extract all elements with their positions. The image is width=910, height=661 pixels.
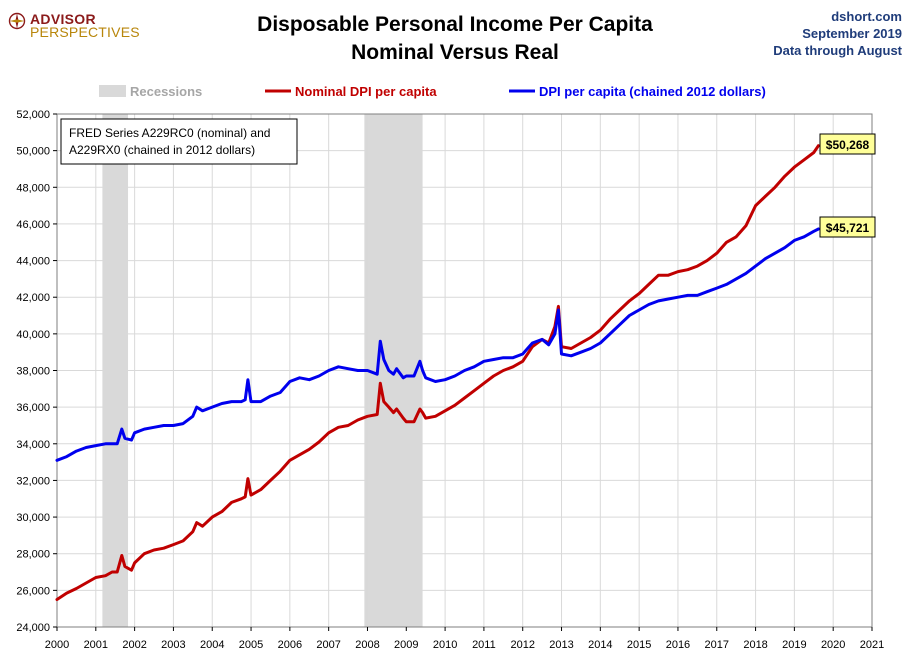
source-site: dshort.com (831, 9, 902, 24)
chart-title-line1: Disposable Personal Income Per Capita (257, 13, 653, 36)
y-tick-label: 46,000 (16, 219, 50, 231)
x-tick-label: 2019 (782, 639, 806, 651)
logo-text-advisor: ADVISOR (30, 11, 96, 27)
x-tick-label: 2010 (433, 639, 457, 651)
chart-title-line2: Nominal Versus Real (351, 41, 559, 64)
end-label-real-text: $45,721 (826, 221, 870, 235)
x-axis-ticks: 2000 2001 2002 2003 2004 2005 2006 2007 2008 2009… (45, 627, 884, 651)
y-tick-label: 50,000 (16, 146, 50, 158)
legend-real-label: DPI per capita (chained 2012 dollars) (539, 84, 766, 99)
x-tick-label: 2007 (316, 639, 340, 651)
x-tick-label: 2002 (122, 639, 146, 651)
y-tick-label: 28,000 (16, 549, 50, 561)
x-tick-label: 2009 (394, 639, 418, 651)
annotation-line2: A229RX0 (chained in 2012 dollars) (69, 143, 255, 157)
series-line-nominal (55, 144, 820, 601)
x-tick-label: 2014 (588, 639, 612, 651)
x-tick-label: 2015 (627, 639, 651, 651)
y-tick-label: 36,000 (16, 402, 50, 414)
end-label-nominal: $50,268 (819, 133, 876, 155)
y-tick-label: 40,000 (16, 329, 50, 341)
y-tick-label: 32,000 (16, 475, 50, 487)
x-tick-label: 2017 (705, 639, 729, 651)
legend-recessions-swatch (99, 85, 126, 97)
y-tick-label: 44,000 (16, 256, 50, 268)
y-tick-label: 38,000 (16, 366, 50, 378)
compass-icon (8, 12, 26, 30)
end-label-nominal-text: $50,268 (826, 138, 870, 152)
x-tick-label: 2013 (549, 639, 573, 651)
source-note: Data through August (773, 43, 902, 58)
legend-recessions-label: Recessions (130, 84, 202, 99)
y-tick-label: 26,000 (16, 585, 50, 597)
y-tick-label: 48,000 (16, 182, 50, 194)
annotation-box: FRED Series A229RC0 (nominal) and A229RX… (60, 118, 298, 165)
x-tick-label: 2003 (161, 639, 185, 651)
x-tick-label: 2012 (510, 639, 534, 651)
x-tick-label: 2008 (355, 639, 379, 651)
y-tick-label: 30,000 (16, 512, 50, 524)
legend: Recessions Nominal DPI per capita DPI pe… (99, 84, 766, 99)
y-tick-label: 34,000 (16, 439, 50, 451)
x-tick-label: 2001 (84, 639, 108, 651)
annotation-line1: FRED Series A229RC0 (nominal) and (69, 126, 270, 140)
legend-nominal-label: Nominal DPI per capita (295, 84, 437, 99)
advisor-perspectives-logo: ADVISOR PERSPECTIVES (6, 6, 140, 40)
x-tick-label: 2011 (472, 639, 496, 651)
source-date: September 2019 (802, 26, 902, 41)
x-tick-label: 2018 (743, 639, 767, 651)
y-tick-label: 52,000 (16, 109, 50, 121)
x-tick-label: 2016 (666, 639, 690, 651)
x-tick-label: 2005 (239, 639, 263, 651)
x-tick-label: 2004 (200, 639, 224, 651)
x-tick-label: 2020 (821, 639, 845, 651)
y-tick-label: 24,000 (16, 622, 50, 634)
y-tick-label: 42,000 (16, 292, 50, 304)
x-tick-label: 2006 (278, 639, 302, 651)
y-axis-ticks: 24,000 26,000 28,000 30,000 32,000 34,000 36,0… (16, 109, 57, 634)
logo-text-perspectives: PERSPECTIVES (30, 24, 140, 40)
series-lines (55, 144, 820, 601)
end-label-real: $45,721 (819, 216, 876, 238)
x-tick-label: 2000 (45, 639, 69, 651)
series-line-real (55, 227, 820, 462)
x-tick-label: 2021 (860, 639, 884, 651)
